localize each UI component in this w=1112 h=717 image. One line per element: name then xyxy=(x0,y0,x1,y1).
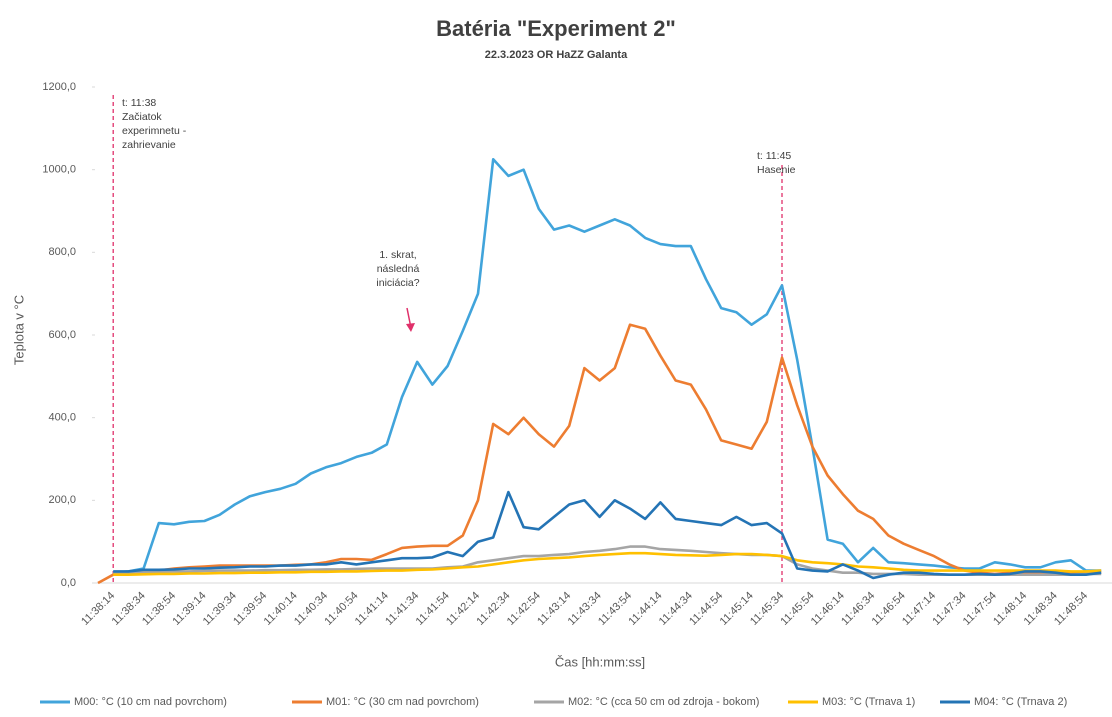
annotation: t: 11:38 xyxy=(122,97,156,109)
annotation: experimnetu - xyxy=(122,125,187,137)
series-line xyxy=(113,490,1102,580)
y-tick-label: 1200,0 xyxy=(42,81,76,93)
y-tick-label: 200,0 xyxy=(48,494,76,506)
legend-label: M04: °C (Trnava 2) xyxy=(974,696,1067,708)
y-tick-label: 0,0 xyxy=(61,577,76,589)
series-line xyxy=(97,323,1102,585)
annotation: následná xyxy=(377,263,420,275)
annotation: Začiatok xyxy=(122,111,162,123)
legend-label: M01: °C (30 cm nad povrchom) xyxy=(326,696,479,708)
chart-title: Batéria "Experiment 2" xyxy=(436,16,676,41)
y-tick-label: 800,0 xyxy=(48,246,76,258)
y-tick-label: 1000,0 xyxy=(42,164,76,176)
series-line xyxy=(113,158,1102,574)
series-line xyxy=(113,551,1102,576)
annotation: iniciácia? xyxy=(376,277,419,289)
chart-subtitle: 22.3.2023 OR HaZZ Galanta xyxy=(485,49,628,61)
annotation: zahrievanie xyxy=(122,139,176,151)
x-axis-title: Čas [hh:mm:ss] xyxy=(555,654,645,669)
legend-label: M03: °C (Trnava 1) xyxy=(822,696,915,708)
annotation: t: 11:45 xyxy=(757,150,791,162)
x-tick-label: 11:48:54 xyxy=(1052,590,1090,628)
annotation: Hasenie xyxy=(757,164,796,176)
legend-label: M00: °C (10 cm nad povrchom) xyxy=(74,696,227,708)
y-tick-label: 400,0 xyxy=(48,412,76,424)
annotation: 1. skrat, xyxy=(379,249,416,261)
legend-label: M02: °C (cca 50 cm od zdroja - bokom) xyxy=(568,696,759,708)
annotation-arrowhead xyxy=(406,323,415,332)
y-tick-label: 600,0 xyxy=(48,329,76,341)
y-axis-title: Teplota v °C xyxy=(11,295,26,365)
